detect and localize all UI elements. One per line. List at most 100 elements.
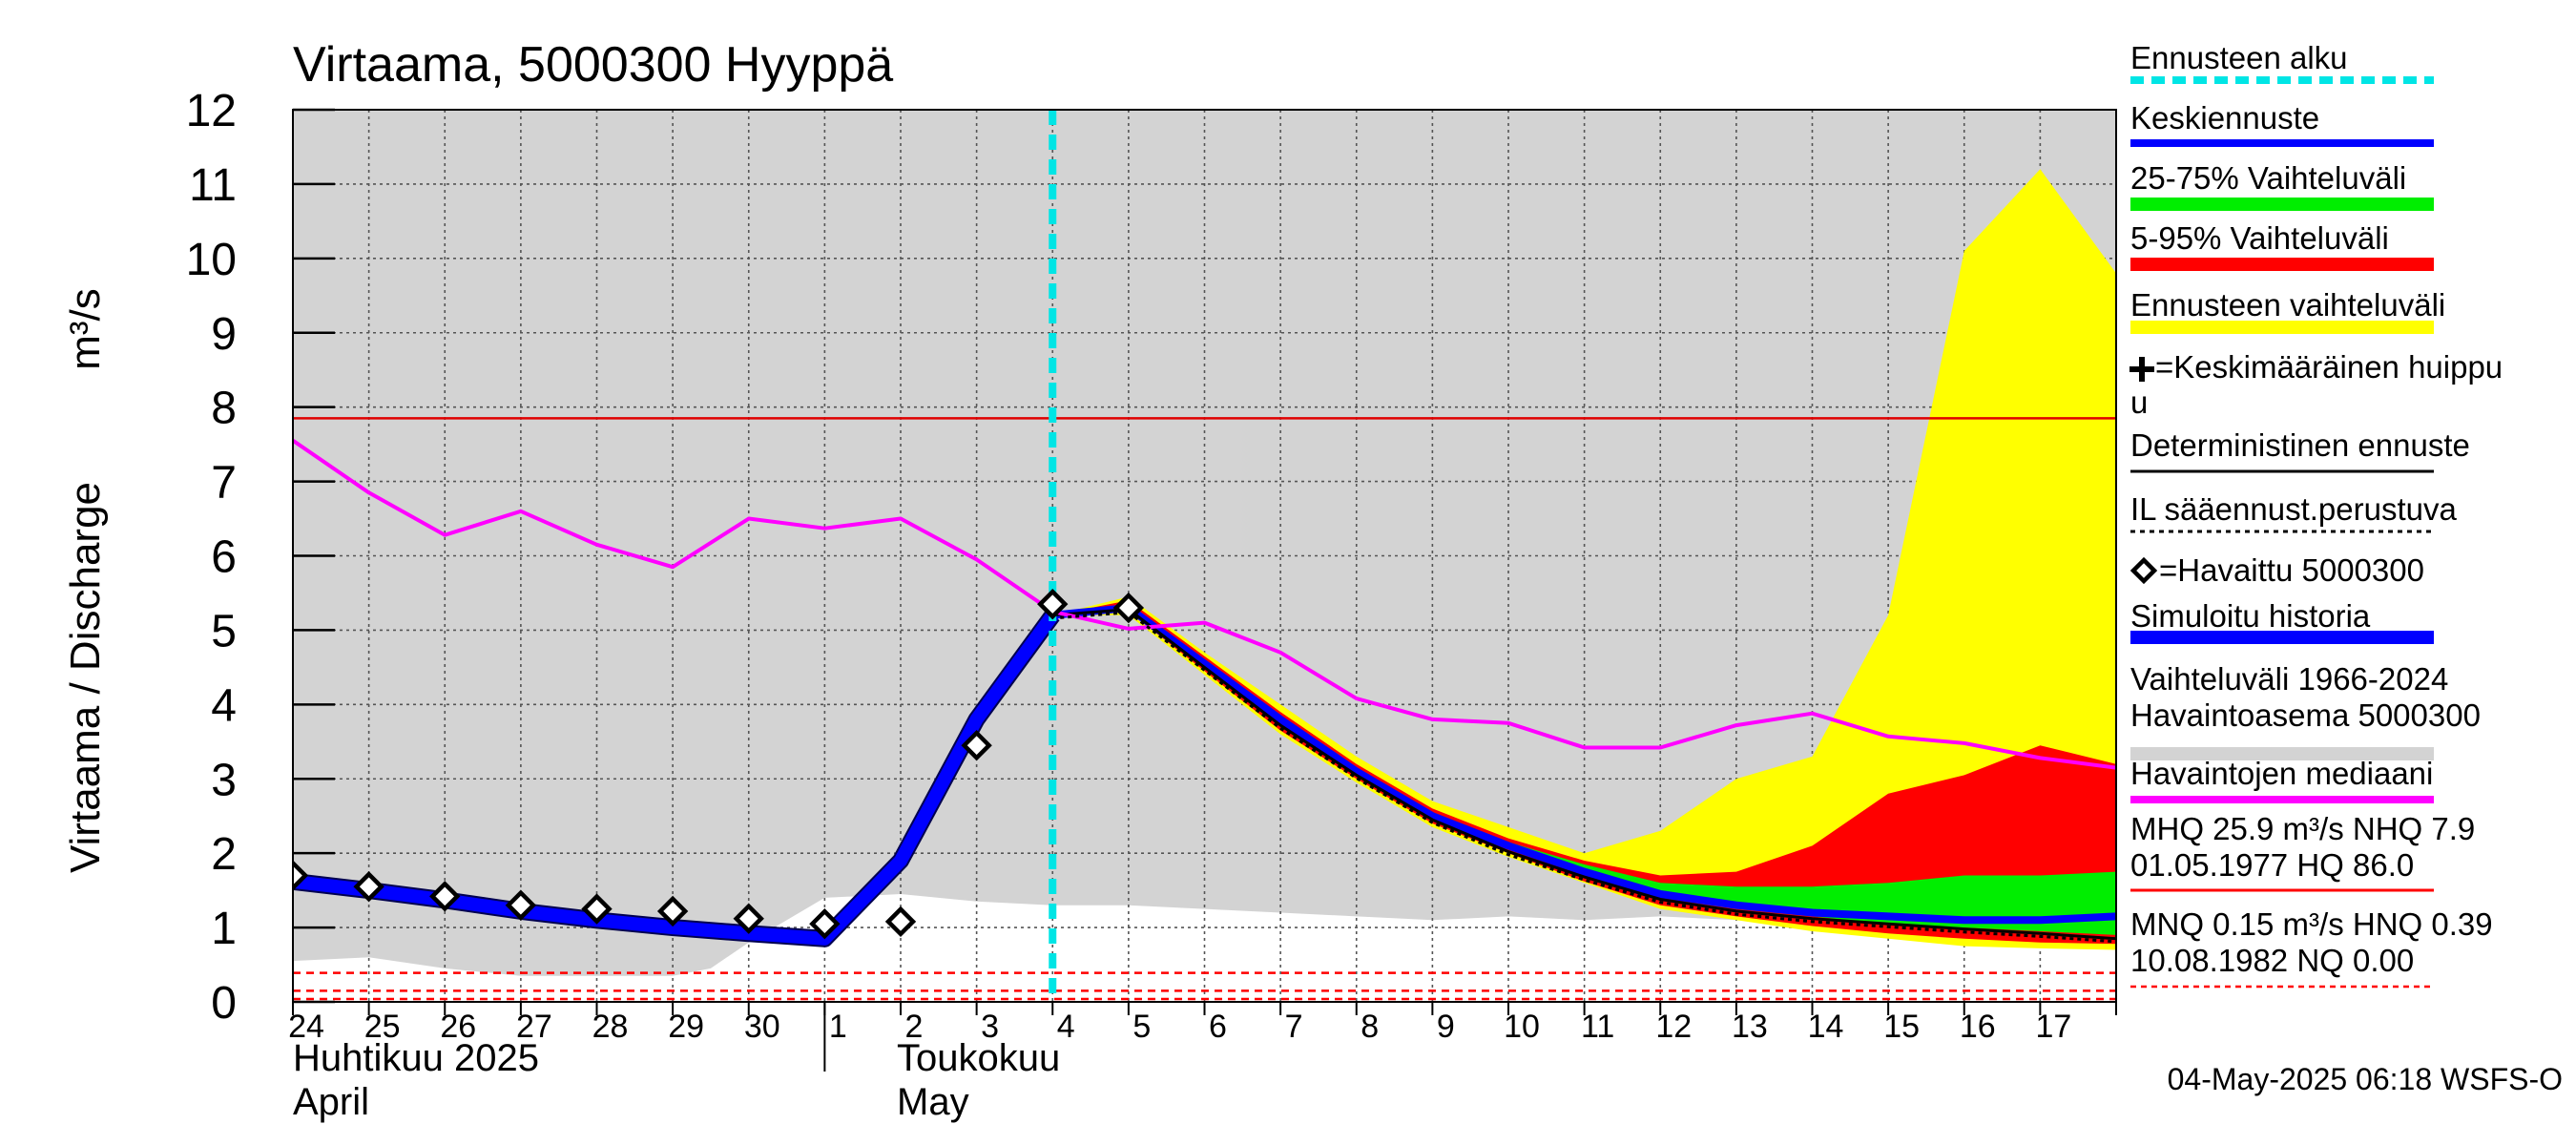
- y-tick-label: 9: [211, 309, 237, 360]
- plus-icon: [2129, 357, 2154, 382]
- y-tick-label: 7: [211, 458, 237, 509]
- observed-point: [581, 893, 613, 925]
- x-tick-label: 9: [1437, 1009, 1455, 1045]
- legend-label: Ennusteen alku: [2130, 40, 2348, 75]
- x-tick-label: 1: [829, 1009, 847, 1045]
- timestamp: 04-May-2025 06:18 WSFS-O: [2168, 1062, 2563, 1096]
- observed-point: [733, 903, 764, 934]
- legend-label: MNQ 0.15 m³/s HNQ 0.39: [2130, 906, 2493, 942]
- legend-item: Vaihteluväli 1966-2024 Havaintoasema 500…: [2130, 661, 2481, 760]
- y-tick-label: 10: [186, 235, 237, 285]
- y-tick-label: 1: [211, 904, 237, 954]
- x-tick-label: 11: [1581, 1009, 1614, 1045]
- legend-label-line2: 01.05.1977 HQ 86.0: [2130, 847, 2414, 883]
- month-label-april-fi: Huhtikuu 2025: [293, 1037, 539, 1079]
- y-tick-label: 0: [211, 978, 237, 1029]
- diamond-icon: [2129, 556, 2158, 585]
- y-tick-label: 6: [211, 532, 237, 583]
- legend-item: =Havaittu 5000300: [2129, 552, 2424, 588]
- legend-label: =Keskimääräinen huippu: [2155, 349, 2503, 385]
- x-tick-label: 4: [1057, 1009, 1075, 1045]
- observed-point: [429, 881, 461, 912]
- x-tick-label: 27: [516, 1009, 552, 1045]
- legend-label: Havaintojen mediaani: [2130, 756, 2433, 791]
- legend-item: MHQ 25.9 m³/s NHQ 7.901.05.1977 HQ 86.0: [2130, 811, 2475, 892]
- y-tick-label: 8: [211, 384, 237, 434]
- observed-point: [1112, 592, 1145, 624]
- observed-point: [809, 908, 841, 940]
- observed-point: [961, 730, 992, 761]
- x-tick-label: 26: [440, 1009, 476, 1045]
- chart-title: Virtaama, 5000300 Hyyppä: [293, 37, 893, 93]
- x-tick-label: 3: [981, 1009, 999, 1045]
- legend-label: Simuloitu historia: [2130, 598, 2371, 634]
- x-tick-label: 10: [1504, 1009, 1540, 1045]
- y-axis-label-group: Virtaama / Discharge m³/s: [62, 288, 109, 873]
- series-havaintojen-mediaani: [293, 438, 2116, 770]
- observed-point: [353, 871, 384, 903]
- plot-area: [293, 110, 2116, 1002]
- legend: Ennusteen alku Keskiennuste 25-75% Vaihtel…: [2129, 40, 2503, 989]
- x-tick-label: 16: [1960, 1009, 1996, 1045]
- y-tick-label: 4: [211, 680, 237, 731]
- legend-item: Havaintojen mediaani: [2130, 756, 2434, 803]
- legend-label: Deterministinen ennuste: [2130, 427, 2470, 463]
- legend-label: IL sääennust.perustuva: [2130, 491, 2457, 527]
- month-label-may-fi: Toukokuu: [897, 1037, 1060, 1079]
- observed-point: [884, 906, 917, 938]
- legend-item: Keskiennuste: [2130, 100, 2434, 147]
- x-tick-label: 12: [1655, 1009, 1692, 1045]
- legend-label: Ennusteen vaihteluväli: [2130, 287, 2445, 323]
- y-tick-label: 12: [186, 86, 237, 136]
- legend-item: Ennusteen vaihteluväli: [2130, 287, 2445, 334]
- observed-point: [656, 895, 689, 927]
- legend-item: Deterministinen ennuste: [2130, 427, 2470, 473]
- legend-label-line2: Havaintoasema 5000300: [2130, 697, 2481, 733]
- legend-label: Keskiennuste: [2130, 100, 2319, 135]
- y-tick-label: 3: [211, 755, 237, 805]
- y-tick-label: 11: [189, 160, 237, 211]
- legend-label: MHQ 25.9 m³/s NHQ 7.9: [2130, 811, 2475, 846]
- observed-point: [505, 889, 537, 921]
- month-label-april-en: April: [293, 1081, 369, 1123]
- month-labels: Huhtikuu 2025 April Toukokuu May: [293, 1037, 1060, 1123]
- x-tick-label: 6: [1209, 1009, 1227, 1045]
- legend-label: 5-95% Vaihteluväli: [2130, 220, 2389, 256]
- x-tick-label: 14: [1808, 1009, 1844, 1045]
- legend-label-wrap: u: [2130, 385, 2148, 420]
- plot-content: [293, 110, 2116, 1002]
- observed-point: [1037, 588, 1069, 620]
- legend-item: 5-95% Vaihteluväli: [2130, 220, 2434, 271]
- x-tick-label: 5: [1132, 1009, 1151, 1045]
- x-tick-label: 13: [1732, 1009, 1768, 1045]
- month-label-may-en: May: [897, 1081, 969, 1123]
- legend-label: 25-75% Vaihteluväli: [2130, 160, 2406, 196]
- legend-item: Simuloitu historia: [2130, 598, 2434, 644]
- series-simuloitu-historia: [293, 608, 1060, 946]
- x-tick-label: 29: [668, 1009, 704, 1045]
- y-tick-label: 5: [211, 606, 237, 656]
- y-tick-label: 2: [211, 829, 237, 880]
- legend-label: =Havaittu 5000300: [2159, 552, 2424, 588]
- y-axis-label: Virtaama / Discharge: [62, 482, 109, 873]
- x-tick-label: 2: [905, 1009, 924, 1045]
- p5-95-band: [1052, 600, 2116, 945]
- legend-item: IL sääennust.perustuva: [2130, 491, 2457, 533]
- x-tick-label: 8: [1361, 1009, 1379, 1045]
- x-tick-label: 7: [1285, 1009, 1303, 1045]
- x-tick-label: 24: [288, 1009, 324, 1045]
- series-deterministinen-ennuste: [1050, 608, 2116, 941]
- legend-item: 25-75% Vaihteluväli: [2130, 160, 2434, 211]
- observed-point: [293, 860, 309, 891]
- series-keskiennuste: [1049, 604, 2116, 925]
- legend-label-line2: 10.08.1982 NQ 0.00: [2130, 943, 2414, 978]
- legend-item: Ennusteen alku: [2130, 40, 2434, 84]
- x-tick-label: 25: [364, 1009, 401, 1045]
- x-tick-label: 30: [744, 1009, 780, 1045]
- x-tick-label: 17: [2035, 1009, 2071, 1045]
- legend-label: Vaihteluväli 1966-2024: [2130, 661, 2448, 697]
